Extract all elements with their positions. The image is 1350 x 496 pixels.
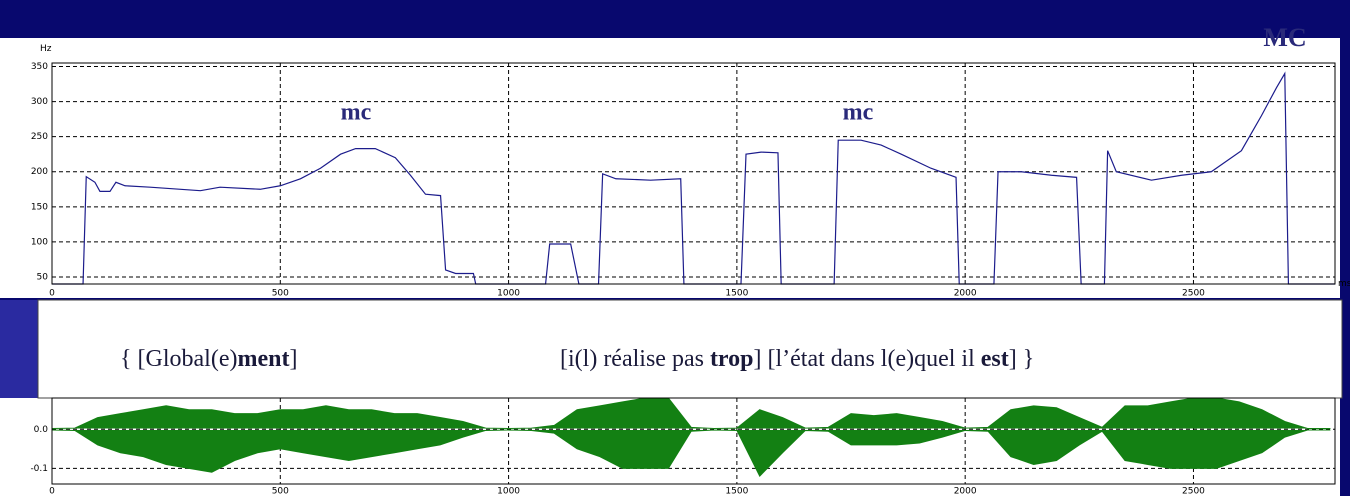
waveform — [51, 429, 1331, 478]
annotation: MC — [1263, 23, 1306, 52]
transcription-segment: [i(l) réalise pas — [560, 346, 710, 372]
y-tick-label: 50 — [37, 272, 49, 282]
y-tick-label: -0.1 — [30, 464, 48, 474]
annotation: mc — [843, 100, 874, 126]
y-tick-label: 100 — [31, 237, 48, 247]
y-tick-label: 150 — [31, 202, 48, 212]
y-tick-label: 300 — [31, 97, 48, 107]
transcription-segment: ] — [289, 346, 297, 372]
x-tick-label: 0 — [49, 289, 55, 299]
x-tick-label: 500 — [272, 487, 289, 496]
transcription-segment: { [Global(e) — [120, 346, 237, 372]
annotation: mc — [341, 100, 372, 126]
transcription-segment: trop — [710, 346, 754, 372]
x-tick-label: 1000 — [497, 289, 520, 299]
transcription-segment: ment — [237, 346, 289, 372]
y-tick-label: 350 — [31, 62, 48, 72]
x-tick-label: 2500 — [1182, 289, 1205, 299]
x-tick-label: 0 — [49, 487, 55, 496]
waveform — [51, 397, 1331, 429]
y-tick-label: 250 — [31, 132, 48, 142]
transcription-text: { [Global(e)ment] — [120, 346, 297, 372]
x-tick-label: 2500 — [1182, 487, 1205, 496]
transcription-segment: ] [l’état dans l(e)quel il — [754, 346, 981, 372]
x-axis-label: ms — [1338, 279, 1350, 289]
y-tick-label: 200 — [31, 167, 48, 177]
transcription-box — [37, 299, 1343, 399]
plot-frame — [51, 397, 1336, 485]
y-axis-label: Hz — [40, 44, 52, 54]
plot-frame — [51, 62, 1336, 285]
transcription-segment: est — [981, 346, 1009, 372]
x-tick-label: 1500 — [725, 289, 748, 299]
x-tick-label: 2000 — [954, 487, 977, 496]
x-tick-label: 2000 — [954, 289, 977, 299]
y-tick-label: 0.0 — [34, 425, 49, 435]
transcription-segment: ] } — [1009, 346, 1035, 372]
pitch-panel — [0, 38, 1340, 298]
x-tick-label: 1000 — [497, 487, 520, 496]
transcription-text: [i(l) réalise pas trop] [l’état dans l(e… — [560, 346, 1034, 372]
x-tick-label: 500 — [272, 289, 289, 299]
x-tick-label: 1500 — [725, 487, 748, 496]
